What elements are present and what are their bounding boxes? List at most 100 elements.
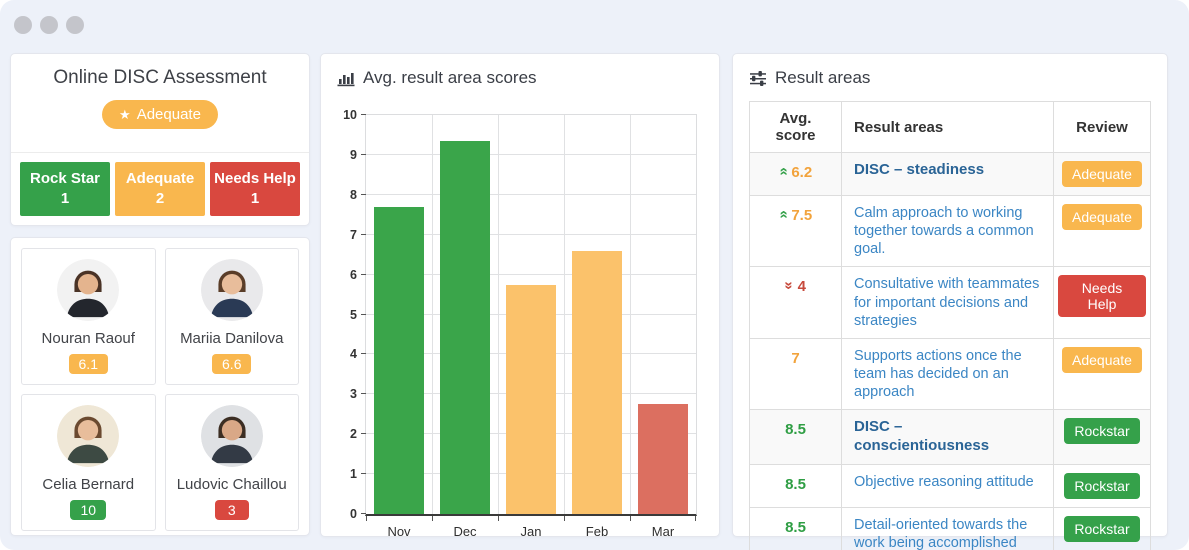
- gridline: [564, 115, 565, 514]
- review-cell: Adequate: [1053, 337, 1151, 411]
- x-axis-tick: [498, 516, 499, 521]
- x-axis-label: Jan: [520, 524, 542, 539]
- review-badge: Rockstar: [1064, 472, 1140, 499]
- y-axis-tick: [361, 193, 366, 195]
- y-axis-label: 7: [350, 227, 357, 242]
- review-badge: Rockstar: [1064, 515, 1140, 542]
- avg-score-cell: 7: [749, 337, 842, 411]
- avg-score-value: 7: [791, 349, 800, 367]
- result-area-link[interactable]: DISC – conscientiousness: [854, 418, 990, 454]
- y-axis-tick: [361, 313, 366, 315]
- result-area-link[interactable]: DISC – steadiness: [854, 161, 985, 178]
- window-control-dot[interactable]: [14, 16, 32, 34]
- avatar: [200, 405, 263, 467]
- review-badge: Needs Help: [1058, 275, 1146, 318]
- result-area-cell: Objective reasoning attitude: [841, 463, 1054, 508]
- y-axis-tick: [361, 114, 366, 115]
- review-cell: Rockstar: [1053, 463, 1151, 508]
- team-members-card: Nouran Raouf 6.1 Mariia Danilova 6.6 Celia…: [10, 237, 310, 536]
- gridline: [432, 115, 433, 514]
- stat-count: 1: [250, 190, 260, 207]
- overall-rating-label: Adequate: [136, 106, 201, 123]
- review-badge: Adequate: [1062, 161, 1142, 187]
- x-axis-label: Nov: [387, 524, 411, 539]
- person-score-badge: 6.1: [68, 354, 108, 374]
- overall-rating-badge: ★ Adequate: [102, 100, 218, 129]
- bar-jan: [506, 284, 556, 514]
- y-axis-label: 8: [350, 187, 357, 202]
- person-card-nouran-raouf[interactable]: Nouran Raouf 6.1: [21, 248, 156, 385]
- x-axis-tick: [564, 516, 565, 521]
- star-icon: ★: [119, 106, 131, 122]
- x-axis-tick: [366, 516, 367, 521]
- result-area-link[interactable]: Supports actions once the team has decid…: [854, 347, 1022, 400]
- y-axis-tick: [361, 513, 366, 514]
- stat-label: Rock Star: [29, 169, 101, 187]
- y-axis-tick: [361, 353, 366, 355]
- person-score-badge: 10: [70, 500, 107, 520]
- result-area-link[interactable]: Calm approach to working together toward…: [854, 205, 1034, 258]
- result-areas-card: Result areas Avg. score Result areas Rev…: [732, 53, 1168, 550]
- x-axis-label: Dec: [453, 524, 477, 539]
- gridline: [630, 115, 631, 514]
- y-axis-tick: [361, 433, 366, 435]
- gridline: [366, 153, 696, 155]
- avg-score-value: 8.5: [785, 475, 806, 493]
- person-score-badge: 6.6: [212, 354, 252, 374]
- x-axis-tick: [630, 516, 631, 521]
- bar-dec: [440, 140, 490, 514]
- stat-box-needs-help[interactable]: Needs Help 1: [210, 162, 300, 216]
- results-panel-header: Result areas: [749, 68, 1151, 88]
- person-score-badge: 3: [214, 500, 249, 520]
- x-axis-tick: [432, 516, 433, 521]
- y-axis-tick: [361, 233, 366, 235]
- bar-chart: 0 1 2 3 4 5 6 7 8 9 10 Nov Dec Jan Feb Mar: [343, 108, 697, 539]
- header-result-areas: Result areas: [841, 101, 1054, 153]
- review-cell: Adequate: [1053, 194, 1151, 268]
- person-name: Mariia Danilova: [180, 330, 284, 347]
- y-axis-label: 10: [343, 108, 357, 122]
- y-axis-label: 2: [350, 427, 357, 442]
- assessment-header: Online DISC Assessment ★ Adequate: [11, 54, 309, 153]
- review-cell: Rockstar: [1053, 506, 1151, 550]
- avatar: [57, 259, 120, 321]
- result-area-link[interactable]: Objective reasoning attitude: [854, 473, 1034, 490]
- header-avg-score: Avg. score: [749, 101, 842, 153]
- avg-score-value: 4: [797, 278, 806, 296]
- avg-score-value: 7.5: [791, 207, 813, 224]
- result-row: 8.5 Detail-oriented towards the work bein…: [749, 506, 1151, 550]
- y-axis-label: 5: [350, 307, 357, 322]
- trend-up-icon: »: [774, 167, 792, 176]
- result-row: 8.5 DISC – conscientiousness Rockstar: [749, 409, 1151, 465]
- bar-nov: [374, 206, 424, 514]
- result-area-cell: Calm approach to working together toward…: [841, 194, 1054, 268]
- gridline: [366, 233, 696, 235]
- x-axis-tick: [695, 516, 696, 521]
- window-control-dot[interactable]: [66, 16, 84, 34]
- x-axis-label: Feb: [585, 524, 609, 539]
- y-axis-label: 4: [350, 347, 357, 362]
- table-header-row: Avg. score Result areas Review: [749, 101, 1151, 153]
- avg-score-cell: » 4: [749, 266, 842, 339]
- result-area-link[interactable]: Consultative with teammates for importan…: [854, 276, 1040, 329]
- result-area-link[interactable]: Detail-oriented towards the work being a…: [854, 516, 1028, 550]
- stat-label: Needs Help: [214, 169, 296, 187]
- window-control-dot[interactable]: [40, 16, 58, 34]
- avg-score-value: 8.5: [785, 421, 806, 439]
- person-card-celia-bernard[interactable]: Celia Bernard 10: [21, 394, 156, 531]
- review-badge: Adequate: [1062, 204, 1142, 230]
- gridline: [366, 273, 696, 275]
- stat-box-rock-star[interactable]: Rock Star 1: [20, 162, 110, 216]
- result-row: 7 Supports actions once the team has deci…: [749, 337, 1151, 411]
- stat-box-adequate[interactable]: Adequate 2: [115, 162, 205, 216]
- person-card-mariia-danilova[interactable]: Mariia Danilova 6.6: [164, 248, 299, 385]
- review-cell: Adequate: [1053, 152, 1151, 196]
- review-cell: Needs Help: [1053, 266, 1151, 339]
- chart-plot-area: 0 1 2 3 4 5 6 7 8 9 10 Nov Dec Jan Feb Mar: [343, 108, 697, 539]
- avg-score-cell: 8.5: [749, 463, 842, 508]
- result-row: » 4 Consultative with teammates for impor…: [749, 266, 1151, 339]
- trend-down-icon: »: [780, 281, 798, 291]
- person-card-ludovic-chaillou[interactable]: Ludovic Chaillou 3: [164, 394, 299, 531]
- result-areas-table: Avg. score Result areas Review » 6.2 DISC…: [749, 101, 1151, 550]
